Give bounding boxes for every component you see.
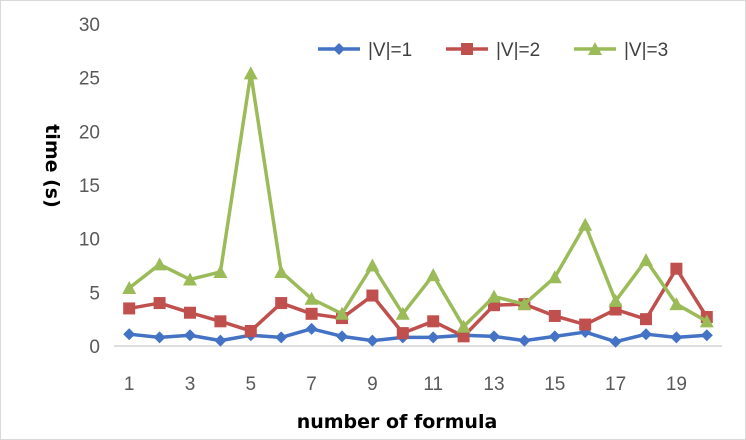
data-point bbox=[122, 281, 137, 295]
data-point bbox=[700, 329, 713, 342]
y-tick-label: 30 bbox=[79, 15, 100, 36]
data-point bbox=[153, 297, 166, 310]
data-point bbox=[214, 334, 227, 347]
data-point bbox=[184, 306, 196, 319]
data-point bbox=[426, 268, 441, 282]
x-tick-label: 5 bbox=[246, 374, 257, 395]
x-tick-label: 1 bbox=[124, 374, 135, 395]
data-point bbox=[457, 330, 470, 343]
data-point bbox=[184, 329, 196, 342]
data-point bbox=[517, 297, 532, 311]
x-tick-label: 3 bbox=[185, 374, 196, 395]
data-point bbox=[640, 328, 652, 341]
data-point bbox=[336, 330, 348, 343]
data-point bbox=[395, 306, 410, 320]
legend-label: |V|=3 bbox=[624, 40, 668, 61]
legend-marker bbox=[333, 43, 345, 55]
y-tick-label: 15 bbox=[79, 176, 100, 197]
data-point bbox=[213, 264, 228, 278]
data-point bbox=[366, 334, 379, 347]
data-point bbox=[639, 253, 653, 267]
data-point bbox=[427, 331, 440, 344]
data-point bbox=[579, 318, 592, 331]
x-tick-label: 19 bbox=[666, 374, 687, 395]
legend-item: |V|=2 bbox=[446, 40, 540, 61]
data-point bbox=[547, 270, 562, 284]
data-point bbox=[578, 217, 593, 231]
data-point bbox=[244, 324, 257, 337]
data-point bbox=[152, 257, 167, 271]
legend-marker bbox=[461, 43, 473, 55]
data-point bbox=[365, 258, 380, 272]
x-tick-label: 17 bbox=[605, 374, 626, 395]
series-1 bbox=[123, 322, 713, 348]
y-tick-label: 20 bbox=[79, 122, 100, 143]
x-tick-label: 9 bbox=[367, 374, 378, 395]
data-point bbox=[487, 289, 501, 303]
data-point bbox=[488, 330, 500, 343]
data-point bbox=[123, 302, 136, 315]
legend-item: |V|=1 bbox=[318, 40, 412, 61]
data-point bbox=[305, 307, 318, 320]
data-point bbox=[305, 322, 318, 335]
y-axis-title: time (s) bbox=[41, 124, 63, 208]
data-point bbox=[304, 291, 319, 305]
series-line bbox=[128, 71, 708, 329]
data-point bbox=[275, 331, 288, 344]
legend-item: |V|=3 bbox=[574, 40, 668, 61]
data-point bbox=[669, 297, 684, 311]
y-tick-label: 25 bbox=[79, 69, 100, 90]
x-tick-label: 11 bbox=[423, 374, 443, 395]
data-point bbox=[366, 289, 379, 302]
data-point bbox=[699, 314, 714, 328]
data-point bbox=[670, 331, 683, 344]
data-point bbox=[396, 327, 409, 340]
legend-label: |V|=2 bbox=[496, 40, 540, 61]
data-point bbox=[183, 272, 197, 286]
y-tick-label: 0 bbox=[89, 337, 100, 358]
data-point bbox=[427, 315, 440, 328]
data-point bbox=[548, 330, 561, 343]
data-point bbox=[548, 309, 561, 322]
y-tick-label: 5 bbox=[89, 283, 100, 304]
data-point bbox=[456, 319, 471, 333]
x-axis-title: number of formula bbox=[297, 411, 498, 433]
data-point bbox=[214, 315, 227, 328]
data-point bbox=[670, 262, 683, 275]
data-point bbox=[609, 335, 622, 348]
legend-label: |V|=1 bbox=[368, 40, 412, 61]
data-point bbox=[608, 293, 623, 307]
data-point bbox=[274, 264, 289, 278]
x-tick-label: 7 bbox=[306, 374, 317, 395]
series-3 bbox=[122, 66, 714, 333]
x-tick-label: 15 bbox=[544, 374, 565, 395]
data-point bbox=[335, 306, 349, 320]
data-point bbox=[243, 66, 258, 80]
y-tick-label: 10 bbox=[79, 230, 100, 251]
data-point bbox=[640, 313, 652, 326]
x-tick-label: 13 bbox=[483, 374, 504, 395]
legend-marker bbox=[588, 42, 602, 55]
data-point bbox=[123, 328, 136, 341]
data-point bbox=[275, 297, 288, 310]
data-point bbox=[153, 331, 166, 344]
data-point bbox=[518, 334, 531, 347]
